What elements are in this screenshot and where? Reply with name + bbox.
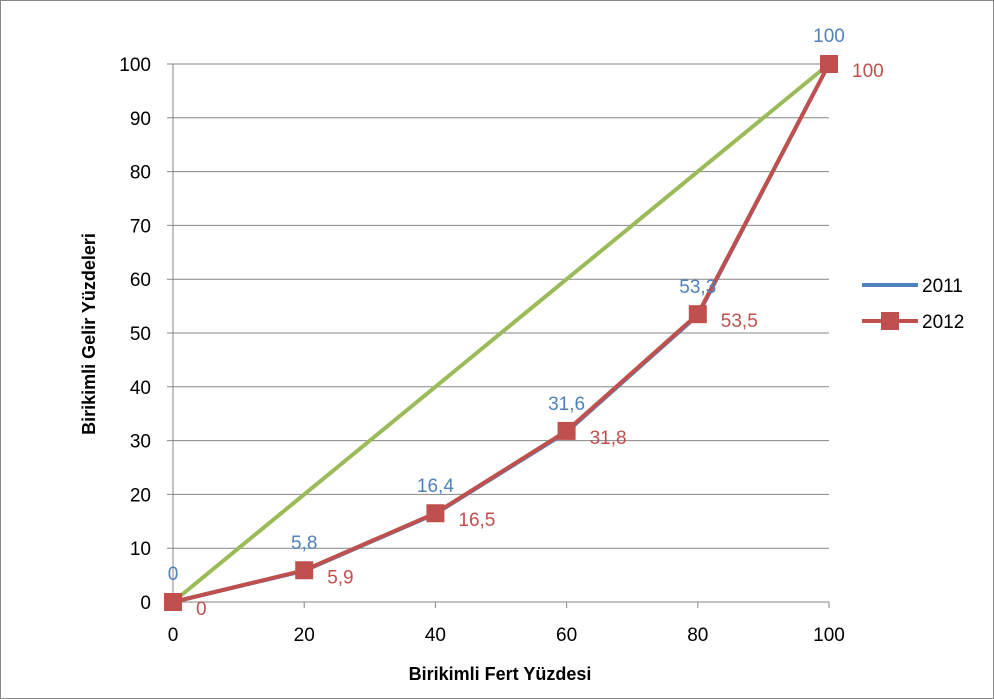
legend-label-2012: 2012 [922, 312, 964, 333]
series-layer [164, 55, 838, 611]
x-tick-label-100: 100 [813, 625, 845, 646]
data-label-2011-4: 53,3 [679, 277, 716, 298]
data-labels: 0 5,8 16,4 31,6 53,3 100 0 5,9 16,5 31,8 53,5 100 [168, 26, 884, 620]
x-tick-label-40: 40 [425, 625, 446, 646]
y-tick-label-20: 20 [130, 485, 151, 506]
y-axis-title: Birikimli Gelir Yüzdeleri [79, 233, 99, 435]
y-tick-label-60: 60 [130, 270, 151, 291]
x-tick-label-20: 20 [294, 625, 315, 646]
y-tick-label-10: 10 [130, 539, 151, 560]
data-label-2011-2: 16,4 [417, 476, 454, 497]
x-axis-title: Birikimli Fert Yüzdesi [409, 664, 592, 684]
y-tick-label-100: 100 [119, 55, 151, 76]
data-label-2012-3: 31,8 [590, 428, 627, 449]
marker-2012-0 [164, 593, 182, 611]
data-label-2012-2: 16,5 [458, 510, 495, 531]
legend-marker-2012 [881, 312, 899, 330]
data-label-2011-5: 100 [813, 26, 845, 47]
marker-2012-2 [426, 504, 445, 523]
legend: 2011 2012 [862, 276, 964, 333]
data-label-2012-5: 100 [852, 61, 884, 82]
y-tick-label-80: 80 [130, 163, 151, 184]
data-label-2012-0: 0 [196, 599, 207, 620]
data-label-2012-4: 53,5 [721, 311, 758, 332]
y-tick-label-50: 50 [130, 324, 151, 345]
x-tick-label-60: 60 [556, 625, 577, 646]
y-tick-label-70: 70 [130, 216, 151, 237]
x-tick-label-0: 0 [168, 625, 179, 646]
data-label-2011-1: 5,8 [291, 533, 317, 554]
data-label-2011-3: 31,6 [548, 394, 585, 415]
y-tick-label-90: 90 [130, 109, 151, 130]
marker-2012-3 [557, 421, 576, 440]
axes: 0 10 20 30 40 50 60 70 80 90 100 0 20 40 60 80 100 [119, 55, 845, 646]
marker-2012-1 [295, 561, 314, 580]
x-tick-label-80: 80 [687, 625, 708, 646]
y-tick-label-0: 0 [140, 593, 151, 614]
series-line-2012 [172, 63, 831, 604]
marker-2012-4 [688, 305, 707, 324]
y-tick-label-40: 40 [130, 378, 151, 399]
marker-2012-5 [820, 55, 838, 73]
series-line-equality [171, 62, 831, 604]
data-label-2011-0: 0 [168, 564, 179, 585]
legend-label-2011: 2011 [922, 276, 963, 297]
y-tick-label-30: 30 [130, 432, 151, 453]
data-label-2012-1: 5,9 [327, 567, 353, 588]
